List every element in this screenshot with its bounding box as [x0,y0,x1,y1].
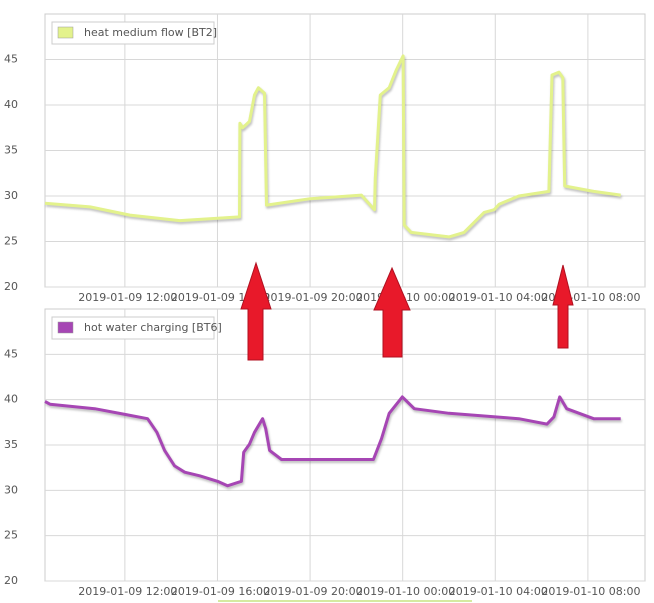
arrow [240,261,272,361]
y-tick-label: 45 [4,53,18,66]
legend-label: heat medium flow [BT2] [84,26,217,39]
y-tick-label: 40 [4,98,18,111]
x-tick-label: 2019-01-10 04:00 [449,291,548,304]
annotation-arrows [240,261,574,361]
x-tick-label: 2019-01-09 12:00 [78,291,177,304]
series-line [44,54,621,239]
y-tick-label: 35 [4,144,18,157]
y-tick-label: 45 [4,347,18,360]
x-tick-label: 2019-01-09 20:00 [264,291,363,304]
y-tick-label: 35 [4,438,18,451]
y-tick-label: 20 [4,574,18,587]
y-tick-label: 20 [4,280,18,293]
y-tick-label: 25 [4,235,18,248]
x-tick-label: 2019-01-09 12:00 [78,585,177,598]
arrow [373,266,411,358]
y-tick-label: 30 [4,189,18,202]
series-line [44,395,621,488]
y-tick-label: 30 [4,483,18,496]
y-tick-label: 25 [4,529,18,542]
y-tick-label: 40 [4,393,18,406]
x-tick-label: 2019-01-10 00:00 [356,585,455,598]
legend-box [51,21,215,45]
x-tick-label: 2019-01-09 20:00 [264,585,363,598]
x-tick-label: 2019-01-10 08:00 [541,585,640,598]
legend-swatch [57,26,74,39]
legend-label: hot water charging [BT6] [84,321,222,334]
x-tick-label: 2019-01-09 16:00 [171,585,270,598]
legend-swatch [57,321,74,334]
legend-box [51,316,215,340]
arrow [552,264,574,349]
x-tick-label: 2019-01-10 04:00 [449,585,548,598]
